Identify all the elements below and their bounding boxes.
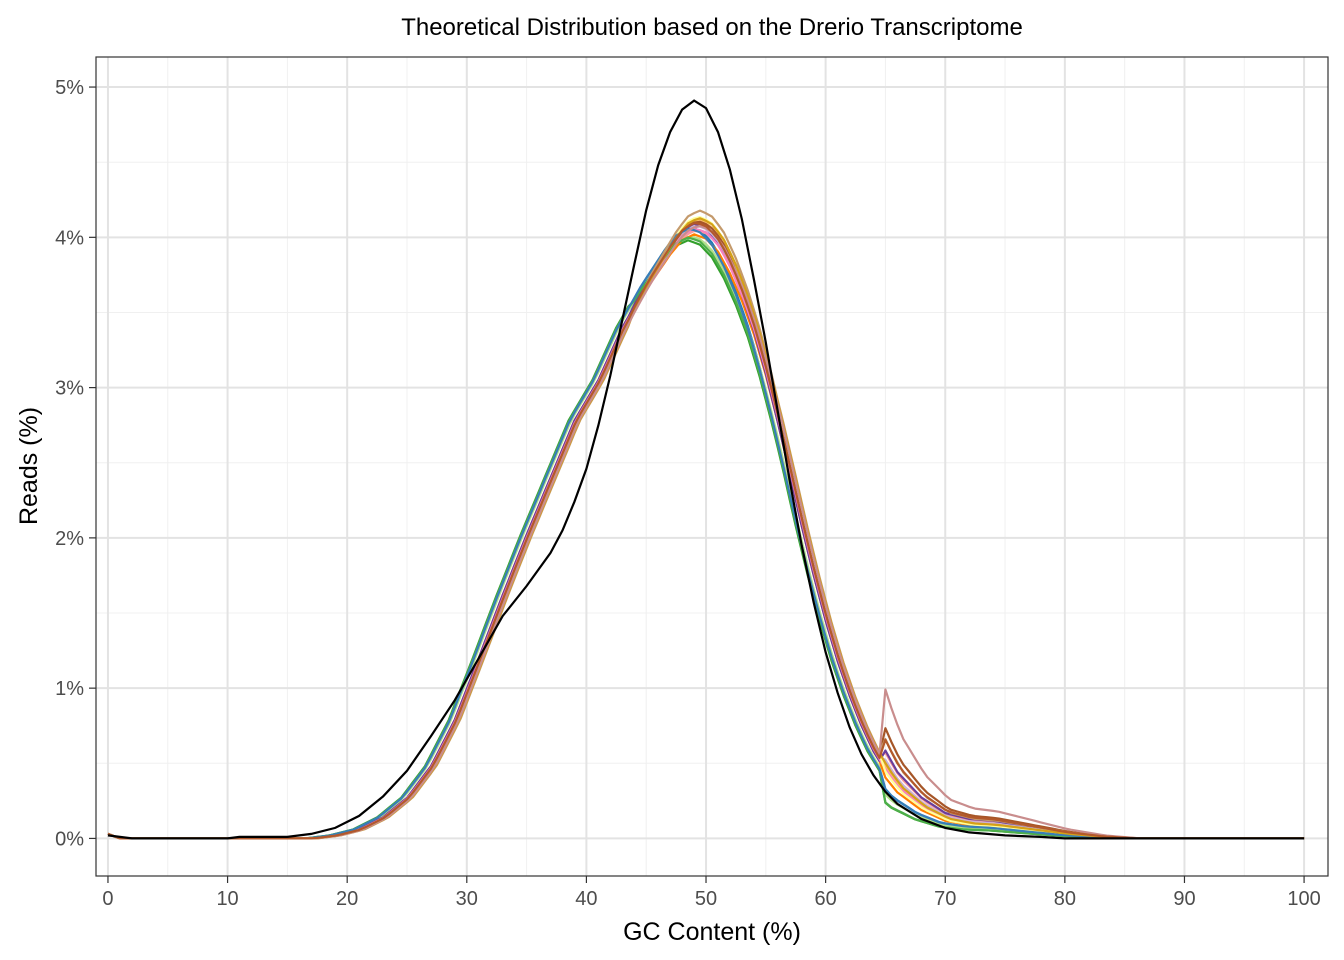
x-tick-label: 0 (102, 888, 113, 910)
y-axis: 0% 1% 2% 3% 4% 5% (55, 77, 96, 850)
y-tick-label: 1% (55, 678, 84, 700)
x-tick-label: 20 (336, 888, 358, 910)
y-tick-label: 0% (55, 828, 84, 850)
x-tick-label: 60 (815, 888, 837, 910)
x-tick-label: 100 (1287, 888, 1320, 910)
y-tick-label: 4% (55, 227, 84, 249)
x-tick-label: 50 (695, 888, 717, 910)
y-tick-label: 5% (55, 77, 84, 99)
y-axis-title: Reads (%) (15, 407, 43, 525)
x-tick-label: 90 (1173, 888, 1195, 910)
x-tick-label: 40 (575, 888, 597, 910)
theoretical-distribution-line (107, 99, 1305, 840)
x-tick-label: 70 (934, 888, 956, 910)
x-tick-label: 10 (216, 888, 238, 910)
y-tick-label: 2% (55, 528, 84, 550)
panel-border (95, 56, 1329, 877)
x-tick-label: 30 (456, 888, 478, 910)
x-tick-label: 80 (1054, 888, 1076, 910)
x-axis-title: GC Content (%) (623, 918, 801, 946)
x-axis: 0 10 20 30 40 50 60 70 80 90 100 (102, 876, 1321, 910)
sample-series-line (107, 222, 1305, 840)
minor-gridlines (96, 57, 1328, 876)
chart-title: Theoretical Distribution based on the Dr… (401, 14, 1023, 41)
y-tick-label: 3% (55, 378, 84, 400)
